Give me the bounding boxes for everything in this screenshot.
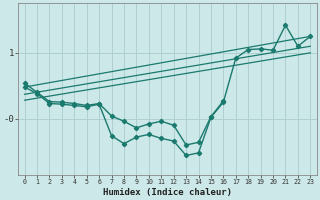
X-axis label: Humidex (Indice chaleur): Humidex (Indice chaleur) [103, 188, 232, 197]
